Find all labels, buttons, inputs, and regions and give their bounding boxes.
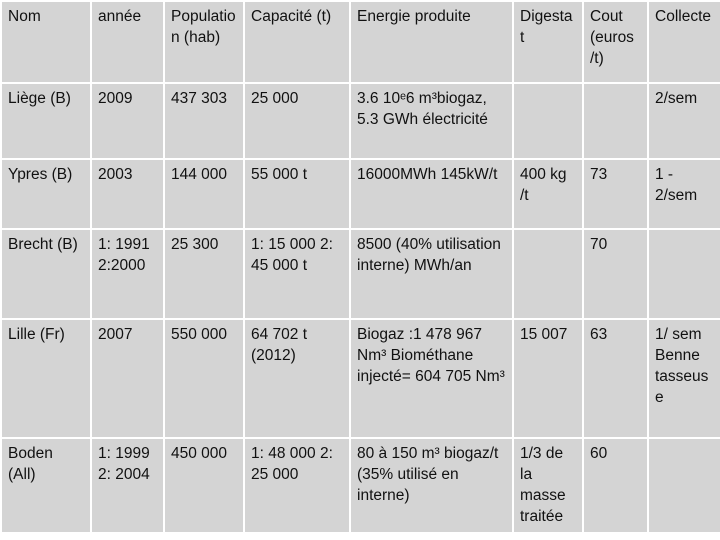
header-cell: année [90, 0, 165, 84]
table-cell: 1: 48 000 2: 25 000 [243, 437, 351, 534]
table-cell: 2003 [90, 158, 165, 230]
table-cell: 1: 1991 2:2000 [90, 228, 165, 320]
table-cell: 2007 [90, 318, 165, 439]
table-cell: 450 000 [163, 437, 245, 534]
table-row: Nom année Population (hab) Capacité (t) Ener… [0, 0, 720, 84]
table-cell: Liège (B) [0, 82, 92, 160]
table-cell: 70 [582, 228, 649, 320]
header-cell: Population (hab) [163, 0, 245, 84]
table-cell [512, 228, 584, 320]
table-cell: 1: 15 000 2: 45 000 t [243, 228, 351, 320]
table-cell: 60 [582, 437, 649, 534]
table-cell: Brecht (B) [0, 228, 92, 320]
table-cell: 1/ sem Benne tasseuse [647, 318, 720, 439]
table-cell: 400 kg /t [512, 158, 584, 230]
table-cell: 550 000 [163, 318, 245, 439]
table-cell: 437 303 [163, 82, 245, 160]
table-cell: 16000MWh 145kW/t [349, 158, 514, 230]
table-cell [647, 228, 720, 320]
table-cell: 2009 [90, 82, 165, 160]
table-cell: 8500 (40% utilisation interne) MWh/an [349, 228, 514, 320]
table-row: Boden (All) 1: 1999 2: 2004 450 000 1: 48 0… [0, 437, 720, 534]
table-cell: 25 000 [243, 82, 351, 160]
header-cell: Collecte [647, 0, 720, 84]
table-cell [647, 437, 720, 534]
table-cell: 1: 1999 2: 2004 [90, 437, 165, 534]
table-cell: 25 300 [163, 228, 245, 320]
table-cell: 144 000 [163, 158, 245, 230]
table-cell: Boden (All) [0, 437, 92, 534]
table-row: Liège (B) 2009 437 303 25 000 3.6 10ᵉ6 m³bio… [0, 82, 720, 160]
table-row: Lille (Fr) 2007 550 000 64 702 t (2012) Biog… [0, 318, 720, 439]
header-cell: Energie produite [349, 0, 514, 84]
table-cell: 55 000 t [243, 158, 351, 230]
table-cell: 3.6 10ᵉ6 m³biogaz, 5.3 GWh électricité [349, 82, 514, 160]
table-cell: 73 [582, 158, 649, 230]
table-cell: 64 702 t (2012) [243, 318, 351, 439]
table-cell: Ypres (B) [0, 158, 92, 230]
table-cell: 80 à 150 m³ biogaz/t (35% utilisé en int… [349, 437, 514, 534]
header-cell: Digestat [512, 0, 584, 84]
table-cell: 1/3 de la masse traitée [512, 437, 584, 534]
header-cell: Cout (euros /t) [582, 0, 649, 84]
header-cell: Capacité (t) [243, 0, 351, 84]
table-cell [582, 82, 649, 160]
table-cell: 1 - 2/sem [647, 158, 720, 230]
table-cell: 2/sem [647, 82, 720, 160]
table-cell [512, 82, 584, 160]
table-row: Ypres (B) 2003 144 000 55 000 t 16000MWh 145… [0, 158, 720, 230]
header-cell: Nom [0, 0, 92, 84]
table-row: Brecht (B) 1: 1991 2:2000 25 300 1: 15 000 … [0, 228, 720, 320]
table-cell: 63 [582, 318, 649, 439]
table-cell: Lille (Fr) [0, 318, 92, 439]
table-cell: Biogaz :1 478 967 Nm³ Biométhane injecté… [349, 318, 514, 439]
table-cell: 15 007 [512, 318, 584, 439]
